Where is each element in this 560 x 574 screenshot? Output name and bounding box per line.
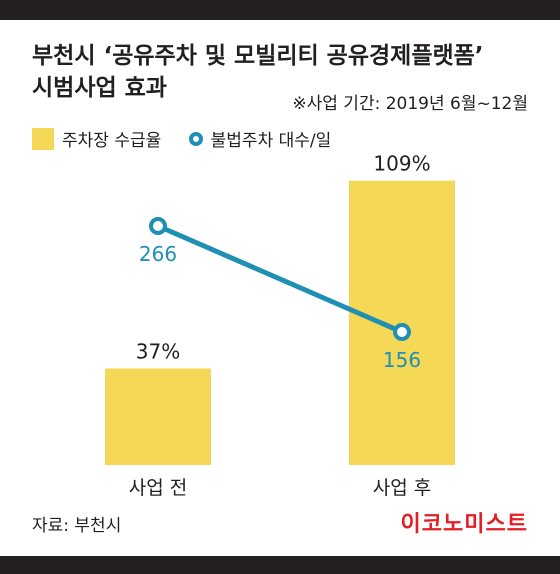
line-series [157, 223, 403, 335]
chart-title: 부천시 ‘공유주차 및 모빌리티 공유경제플랫폼’ 시범사업 효과 [32, 40, 552, 104]
title-line-1: 부천시 ‘공유주차 및 모빌리티 공유경제플랫폼’ [32, 43, 484, 69]
publisher-logo: 이코노미스트 [400, 512, 528, 537]
line-value-label-1: 266 [139, 242, 177, 266]
legend-item-line: 불법주차 대수/일 [188, 126, 332, 151]
line-value-label-2: 156 [383, 348, 421, 372]
line-point-1 [149, 217, 167, 235]
bottom-border-bar [0, 556, 560, 574]
title-line-2: 시범사업 효과 [32, 75, 167, 101]
legend-bar-label: 주차장 수급율 [62, 131, 162, 151]
legend-bar-swatch [32, 127, 54, 150]
legend-line-marker [188, 131, 203, 146]
top-border-bar [0, 0, 560, 20]
bar-value-label-1: 37% [136, 339, 180, 363]
category-label-2: 사업 후 [373, 477, 431, 499]
legend-item-bar: 주차장 수급율 [32, 126, 161, 151]
bar-value-label-2: 109% [373, 152, 430, 176]
bar-1 [105, 368, 211, 465]
line-point-2 [393, 323, 411, 341]
category-label-1: 사업 전 [129, 477, 187, 499]
legend-line-label: 불법주차 대수/일 [210, 131, 332, 151]
bar-2 [349, 180, 455, 466]
period-note: ※사업 기간: 2019년 6월~12월 [292, 94, 528, 114]
combo-chart: 37% 109% 사업 전 사업 후 266 156 [32, 152, 528, 499]
legend: 주차장 수급율 불법주차 대수/일 [32, 126, 353, 151]
source-note: 자료: 부천시 [32, 516, 122, 536]
